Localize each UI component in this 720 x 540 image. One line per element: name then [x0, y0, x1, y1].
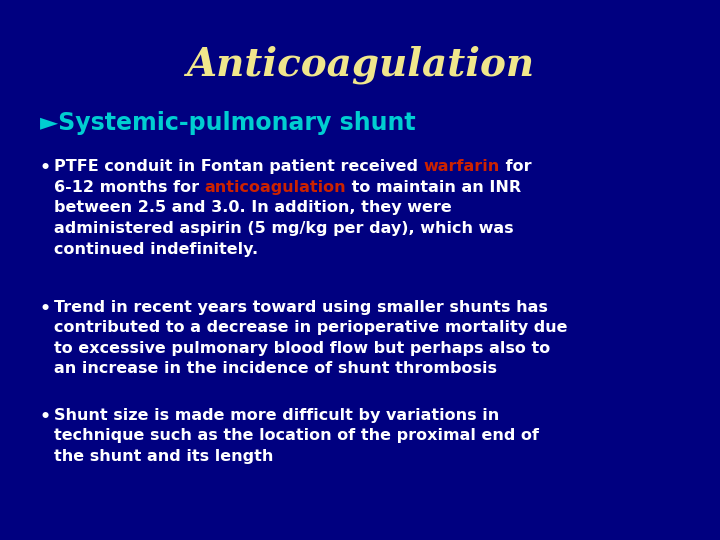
Text: the shunt and its length: the shunt and its length: [54, 449, 274, 464]
Text: •: •: [40, 300, 50, 318]
Text: 6-12 months for: 6-12 months for: [54, 180, 204, 195]
Text: warfarin: warfarin: [423, 159, 500, 174]
Text: technique such as the location of the proximal end of: technique such as the location of the pr…: [54, 428, 539, 443]
Text: Anticoagulation: Anticoagulation: [186, 46, 534, 84]
Text: to excessive pulmonary blood flow but perhaps also to: to excessive pulmonary blood flow but pe…: [54, 341, 550, 356]
Text: anticoagulation: anticoagulation: [204, 180, 346, 195]
Text: continued indefinitely.: continued indefinitely.: [54, 241, 258, 256]
Text: Trend in recent years toward using smaller shunts has: Trend in recent years toward using small…: [54, 300, 548, 315]
Text: •: •: [40, 408, 50, 426]
Text: for: for: [500, 159, 531, 174]
Text: to maintain an INR: to maintain an INR: [346, 180, 521, 195]
Text: ►Systemic-pulmonary shunt: ►Systemic-pulmonary shunt: [40, 111, 415, 134]
Text: administered aspirin (5 mg/kg per day), which was: administered aspirin (5 mg/kg per day), …: [54, 221, 513, 236]
Text: between 2.5 and 3.0. In addition, they were: between 2.5 and 3.0. In addition, they w…: [54, 200, 451, 215]
Text: an increase in the incidence of shunt thrombosis: an increase in the incidence of shunt th…: [54, 361, 497, 376]
Text: PTFE conduit in Fontan patient received: PTFE conduit in Fontan patient received: [54, 159, 423, 174]
Text: •: •: [40, 159, 50, 177]
Text: Shunt size is made more difficult by variations in: Shunt size is made more difficult by var…: [54, 408, 499, 423]
Text: contributed to a decrease in perioperative mortality due: contributed to a decrease in perioperati…: [54, 320, 567, 335]
